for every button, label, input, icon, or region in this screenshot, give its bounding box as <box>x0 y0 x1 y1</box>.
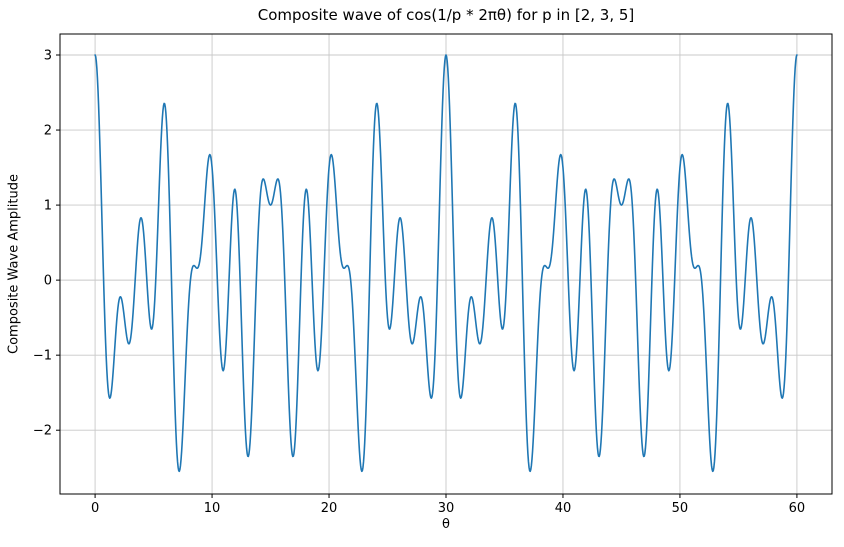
x-axis-label: θ <box>442 517 450 532</box>
x-tick-label: 60 <box>789 501 806 516</box>
y-tick-label: 1 <box>44 199 52 214</box>
x-tick-label: 10 <box>204 501 221 516</box>
x-tick-label: 50 <box>672 501 689 516</box>
wave-line <box>94 54 798 473</box>
y-tick-label: −2 <box>33 424 52 439</box>
x-tick-label: 0 <box>91 501 99 516</box>
y-tick-label: 2 <box>44 124 52 139</box>
x-tick-label: 40 <box>555 501 572 516</box>
y-tick-label: 0 <box>44 274 52 289</box>
x-tick-label: 20 <box>321 501 338 516</box>
chart-title: Composite wave of cos(1/p * 2πθ) for p i… <box>257 6 635 24</box>
y-tick-label: 3 <box>44 49 52 64</box>
y-tick-label: −1 <box>33 349 52 364</box>
x-tick-label: 30 <box>438 501 455 516</box>
